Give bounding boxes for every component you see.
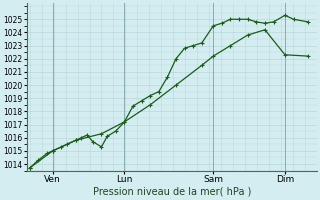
X-axis label: Pression niveau de la mer( hPa ): Pression niveau de la mer( hPa ) xyxy=(92,187,251,197)
